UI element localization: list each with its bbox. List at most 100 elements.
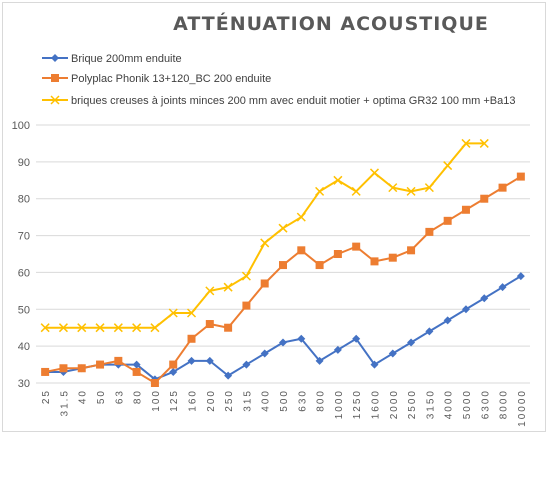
data-point bbox=[113, 323, 123, 333]
x-tick-label: 40 bbox=[78, 389, 89, 404]
x-tick-label: 2500 bbox=[407, 389, 418, 419]
series-layer bbox=[40, 138, 525, 387]
data-point bbox=[297, 246, 306, 255]
data-point bbox=[260, 349, 269, 358]
x-tick-label: 800 bbox=[316, 389, 327, 412]
legend-item-2: Polyplac Phonik 13+120_BC 200 enduite bbox=[42, 73, 271, 85]
data-point bbox=[205, 356, 214, 365]
legend: Brique 200mm enduite Polyplac Phonik 13+1… bbox=[42, 53, 516, 107]
y-tick-label: 60 bbox=[18, 267, 30, 279]
data-point bbox=[498, 283, 507, 292]
x-tick-label: 2000 bbox=[389, 389, 400, 419]
y-tick-label: 70 bbox=[18, 231, 30, 243]
data-point bbox=[480, 294, 489, 303]
data-point bbox=[461, 138, 471, 148]
legend-label: Polyplac Phonik 13+120_BC 200 enduite bbox=[71, 73, 271, 85]
x-tick-label: 6300 bbox=[480, 389, 491, 419]
data-point bbox=[132, 360, 141, 369]
data-point bbox=[95, 323, 105, 333]
y-tick-label: 40 bbox=[18, 341, 30, 353]
x-tick-label: 400 bbox=[261, 389, 272, 412]
x-tick-label: 80 bbox=[133, 389, 144, 404]
data-point bbox=[425, 327, 434, 336]
chart-title: ATTÉNUATION ACOUSTIQUE bbox=[173, 12, 489, 35]
x-tick-label: 25 bbox=[41, 389, 52, 404]
x-tick-label: 250 bbox=[224, 389, 235, 412]
legend-label: briques creuses à joints minces 200 mm a… bbox=[71, 95, 516, 107]
data-point bbox=[443, 161, 453, 171]
data-point bbox=[315, 261, 324, 270]
data-point bbox=[187, 334, 196, 343]
data-point bbox=[279, 338, 287, 347]
data-point bbox=[242, 301, 251, 310]
data-point bbox=[443, 216, 452, 225]
legend-label: Brique 200mm enduite bbox=[71, 53, 182, 65]
data-point bbox=[224, 371, 233, 380]
data-point bbox=[388, 349, 397, 358]
y-tick-label: 80 bbox=[18, 194, 30, 206]
x-tick-label: 4000 bbox=[444, 389, 455, 419]
series-2 bbox=[41, 172, 525, 387]
data-point bbox=[479, 138, 489, 148]
data-point bbox=[333, 250, 342, 258]
data-point bbox=[41, 367, 50, 376]
x-tick-label: 5000 bbox=[462, 389, 473, 419]
x-axis-ticks: 25 31.5 40 50 63 80 100 125 160 200 250 315 400 500 63… bbox=[41, 389, 528, 427]
legend-item-1: Brique 200mm enduite bbox=[42, 53, 182, 65]
data-point bbox=[278, 223, 288, 233]
data-point bbox=[425, 227, 434, 236]
data-point bbox=[51, 54, 59, 62]
data-point bbox=[59, 364, 68, 373]
data-point bbox=[333, 345, 342, 354]
data-point bbox=[50, 95, 60, 105]
data-point bbox=[407, 338, 416, 347]
y-tick-label: 50 bbox=[18, 304, 30, 316]
data-point bbox=[516, 172, 525, 181]
x-tick-label: 160 bbox=[188, 389, 199, 412]
data-point bbox=[242, 360, 251, 369]
data-point bbox=[461, 305, 470, 314]
data-point bbox=[114, 356, 123, 365]
y-tick-label: 90 bbox=[18, 157, 30, 169]
data-point bbox=[260, 279, 269, 288]
data-point bbox=[51, 74, 59, 82]
data-point bbox=[370, 360, 379, 369]
data-point bbox=[352, 334, 361, 343]
data-point bbox=[297, 334, 306, 343]
x-tick-label: 630 bbox=[297, 389, 308, 412]
y-axis-ticks: 30 40 50 60 70 80 90 100 bbox=[12, 120, 30, 390]
data-point bbox=[186, 308, 197, 318]
data-point bbox=[498, 183, 507, 192]
x-tick-label: 500 bbox=[279, 389, 290, 412]
data-point bbox=[96, 360, 105, 369]
data-point bbox=[77, 364, 86, 373]
data-point bbox=[150, 379, 159, 387]
data-point bbox=[406, 186, 416, 196]
legend-item-3: briques creuses à joints minces 200 mm a… bbox=[42, 95, 516, 107]
data-point bbox=[150, 323, 160, 333]
data-point bbox=[443, 316, 452, 325]
data-point bbox=[480, 194, 489, 203]
data-point bbox=[370, 257, 379, 266]
data-point bbox=[369, 168, 380, 178]
data-point bbox=[205, 320, 214, 329]
data-point bbox=[241, 271, 251, 281]
data-point bbox=[315, 356, 324, 365]
x-tick-label: 3150 bbox=[425, 389, 436, 419]
data-point bbox=[461, 205, 470, 214]
data-point bbox=[260, 238, 270, 248]
data-point bbox=[40, 323, 50, 333]
data-point bbox=[205, 286, 215, 296]
x-tick-label: 10000 bbox=[517, 389, 528, 427]
data-point bbox=[407, 246, 416, 255]
data-point bbox=[333, 175, 343, 185]
x-tick-label: 8000 bbox=[499, 389, 510, 419]
data-point bbox=[224, 323, 233, 332]
data-point bbox=[187, 356, 196, 365]
data-point bbox=[168, 308, 178, 318]
series-line bbox=[44, 175, 522, 384]
y-tick-label: 30 bbox=[18, 378, 30, 390]
x-tick-label: 315 bbox=[242, 389, 253, 412]
data-point bbox=[315, 186, 325, 196]
